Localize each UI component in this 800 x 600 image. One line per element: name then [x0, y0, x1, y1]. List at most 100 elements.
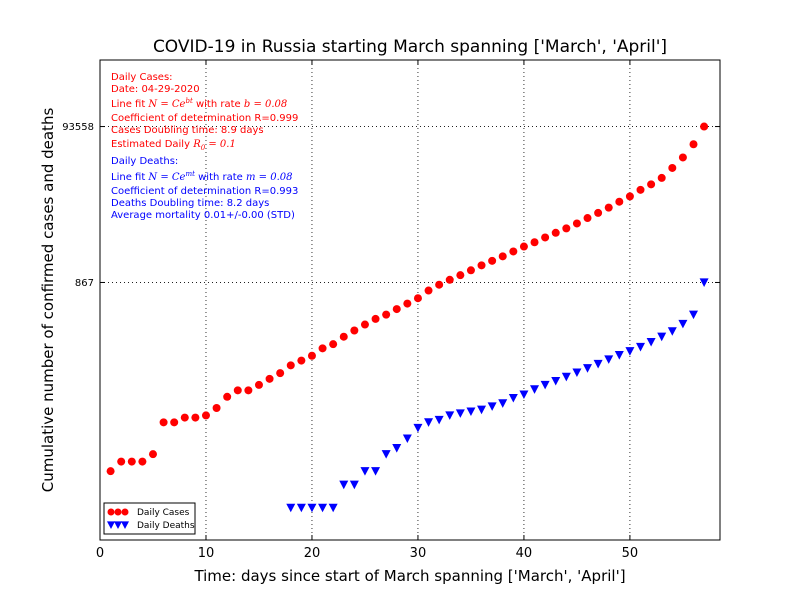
data-point	[530, 238, 539, 247]
data-point	[508, 393, 518, 403]
data-point	[456, 271, 465, 280]
deaths-fit-prefix: Line fit	[111, 172, 148, 183]
data-point	[583, 364, 593, 373]
deaths-fit-exponent: mt	[185, 170, 195, 178]
data-point	[360, 320, 369, 329]
data-point	[700, 122, 709, 131]
deaths-r: Coefficient of determination R=0.993	[111, 186, 298, 197]
data-point	[530, 385, 540, 394]
data-point	[466, 266, 475, 275]
data-point	[413, 423, 423, 433]
data-point	[350, 326, 359, 335]
data-point	[466, 407, 476, 417]
legend-marker	[107, 508, 115, 516]
data-point	[180, 413, 189, 422]
data-point	[170, 418, 179, 427]
chart-title: COVID-19 in Russia starting March spanni…	[153, 37, 667, 57]
data-point	[646, 337, 656, 347]
data-point	[297, 356, 306, 365]
data-point	[318, 503, 328, 513]
data-point	[371, 314, 380, 323]
x-axis: 0 10 20 30 40 50	[96, 60, 638, 561]
data-point	[615, 197, 624, 206]
data-point	[583, 214, 592, 223]
x-tick-label: 30	[410, 546, 427, 561]
cases-fit-formula: N = Ce	[147, 99, 185, 110]
cases-r: Coefficient of determination R=0.999	[111, 113, 298, 124]
data-point	[636, 185, 645, 194]
x-tick-label: 50	[622, 546, 639, 561]
data-point	[434, 415, 444, 425]
cases-fit: Line fit N = Cebt with rate b = 0.08	[111, 97, 287, 110]
data-point	[286, 503, 296, 513]
data-point	[509, 247, 518, 256]
data-point	[392, 305, 401, 314]
data-point	[488, 256, 497, 265]
data-point	[435, 280, 444, 289]
data-point	[265, 374, 274, 383]
data-point	[445, 411, 455, 420]
x-tick-label: 0	[96, 546, 104, 561]
cases-r0-subscript: 0	[201, 144, 206, 152]
x-axis-label: Time: days since start of March spanning…	[193, 567, 625, 585]
data-point	[403, 299, 412, 308]
data-point	[318, 344, 327, 353]
data-point	[519, 242, 528, 251]
data-point	[519, 390, 529, 399]
data-point	[360, 467, 370, 476]
data-point	[382, 310, 391, 319]
legend-cases-marker	[107, 508, 129, 516]
legend-cases-label: Daily Cases	[137, 508, 190, 518]
data-point	[201, 411, 210, 420]
deaths-fit: Line fit N = Cemt with rate m = 0.08	[111, 170, 293, 183]
deaths-doubling: Deaths Doubling time: 8.2 days	[111, 198, 269, 209]
data-point	[572, 368, 582, 378]
data-point	[276, 369, 285, 378]
data-point	[328, 503, 338, 513]
legend-marker	[121, 521, 129, 529]
data-point	[307, 351, 316, 360]
data-point	[339, 332, 348, 341]
cases-r0: Estimated Daily R0 = 0.1	[111, 139, 236, 152]
data-point	[159, 418, 168, 427]
deaths-title: Daily Deaths:	[111, 156, 178, 167]
cases-title: Daily Cases:	[111, 72, 173, 83]
data-point	[339, 480, 349, 490]
legend-box	[103, 502, 196, 535]
data-point	[678, 319, 688, 329]
data-point	[498, 252, 507, 261]
data-point	[657, 332, 667, 342]
data-point	[244, 386, 253, 395]
plot-background	[100, 60, 720, 540]
legend-marker	[107, 521, 115, 529]
legend-marker	[121, 508, 129, 516]
legend-marker	[114, 508, 122, 516]
data-point	[233, 386, 242, 395]
data-point	[689, 310, 699, 320]
data-point	[106, 467, 115, 476]
data-point	[540, 380, 550, 390]
series-daily-deaths	[286, 278, 709, 513]
cases-r0-symbol: R	[192, 139, 201, 150]
legend-deaths-label: Daily Deaths	[137, 521, 195, 531]
annotations: Daily Cases: Date: 04-29-2020 Line fit N…	[111, 72, 298, 221]
data-point	[371, 467, 381, 476]
data-point	[541, 233, 550, 242]
cases-fit-rate-prefix: with rate	[193, 99, 244, 110]
data-point	[455, 409, 465, 418]
data-point	[593, 359, 603, 369]
data-point	[424, 418, 434, 427]
cases-r0-value: = 0.1	[205, 139, 236, 150]
x-tick-label: 20	[304, 546, 321, 561]
data-point	[296, 503, 306, 513]
legend: Daily Cases Daily Deaths	[103, 502, 196, 535]
data-point	[329, 340, 338, 349]
data-point	[678, 153, 687, 162]
cases-doubling: Cases Doubling time: 8.9 days	[111, 125, 264, 136]
data-point	[223, 392, 232, 401]
data-point	[667, 327, 677, 336]
data-point	[127, 457, 136, 466]
data-point	[307, 503, 317, 513]
y-axis: 867 93558	[62, 122, 720, 289]
data-point	[138, 457, 147, 466]
